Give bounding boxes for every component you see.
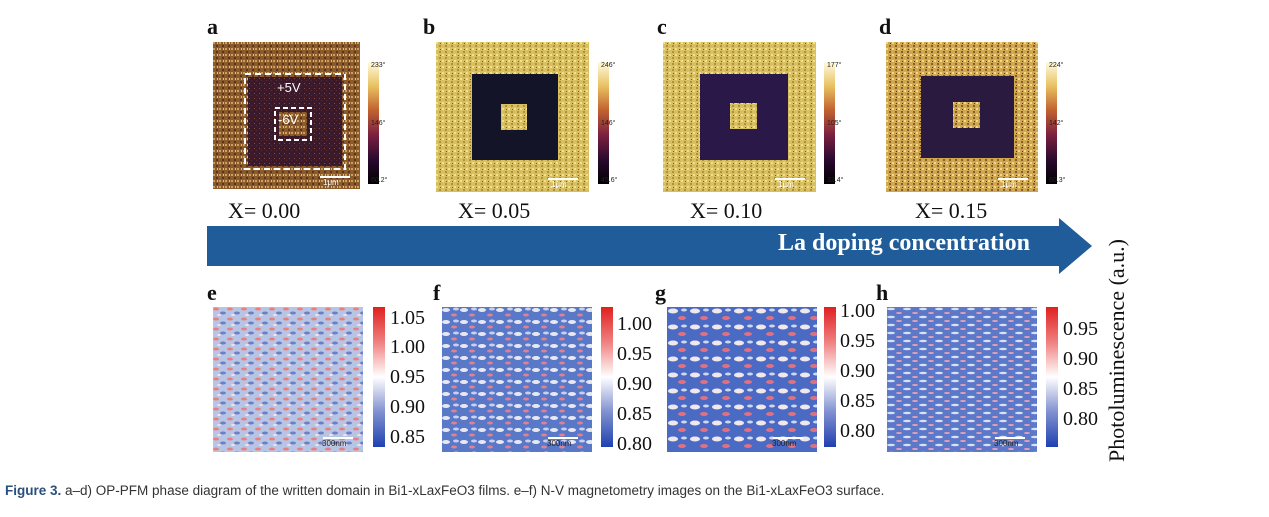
cbar-tick-d-bot: 60.3° [1049, 177, 1066, 184]
figure-caption: Figure 3. a–d) OP-PFM phase diagram of t… [5, 483, 884, 498]
nv-tick-f-4: 0.80 [617, 433, 652, 455]
cbar-tick-b-bot: 45.6° [601, 177, 618, 184]
nv-tick-g-4: 0.80 [840, 420, 875, 442]
nv-scale-bar-h [995, 437, 1025, 439]
colorbar-d [1046, 62, 1057, 184]
nv-tick-h-2: 0.85 [1063, 378, 1098, 400]
cbar-tick-a-bot: 60.2° [371, 177, 388, 184]
colorbar-b [598, 62, 609, 184]
nv-colorbar-h [1046, 307, 1058, 447]
arrow-label: La doping concentration [778, 230, 1031, 256]
panel-label-f: f [433, 280, 441, 305]
nv-tick-g-0: 1.00 [840, 300, 875, 322]
x-label-c: X= 0.10 [690, 198, 763, 223]
pfm-image-c [663, 42, 816, 192]
pfm-image-a-svg [213, 42, 360, 189]
nv-tick-f-0: 1.00 [617, 313, 652, 335]
colorbar-c [824, 62, 835, 184]
nv-scale-bar-g [773, 437, 803, 439]
panel-label-g: g [655, 280, 666, 305]
nv-scale-bar-e [323, 437, 353, 439]
write-label-minus: -6V [278, 112, 299, 127]
pfm-image-c-svg [663, 42, 816, 192]
cbar-tick-b-mid: 146° [601, 120, 616, 127]
scale-text-d: 1μm [1001, 180, 1017, 189]
pfm-image-d [886, 42, 1038, 192]
panel-label-e: e [207, 280, 217, 305]
panel-label-b: b [423, 14, 436, 39]
nv-scale-bar-f [548, 437, 578, 439]
scale-bar-c [775, 178, 805, 180]
nv-colorbar-e [373, 307, 385, 447]
pfm-image-d-svg [886, 42, 1038, 192]
cbar-tick-c-top: 177° [827, 62, 842, 69]
nv-tick-e-0: 1.05 [390, 307, 425, 329]
nv-scale-text-h: 300nm [994, 439, 1019, 448]
nv-scale-text-g: 300nm [772, 439, 797, 448]
nv-image-f [442, 307, 592, 452]
scale-bar-d [998, 178, 1028, 180]
nv-tick-f-2: 0.90 [617, 373, 652, 395]
cbar-tick-d-top: 224° [1049, 62, 1064, 69]
x-label-b: X= 0.05 [458, 198, 531, 223]
panel-label-h: h [876, 280, 889, 305]
panel-label-d: d [879, 14, 892, 39]
doping-arrow [207, 218, 1092, 274]
scale-bar-b [548, 178, 578, 180]
cbar-tick-c-mid: 105° [827, 120, 842, 127]
cbar-tick-b-top: 246° [601, 62, 616, 69]
caption-text: a–d) OP-PFM phase diagram of the written… [65, 483, 885, 498]
scale-bar-a [320, 176, 350, 178]
colorbar-a [368, 62, 379, 184]
scale-text-a: 1μm [323, 178, 339, 187]
nv-tick-g-1: 0.95 [840, 330, 875, 352]
nv-colorbar-g [824, 307, 836, 447]
nv-tick-g-2: 0.90 [840, 360, 875, 382]
nv-tick-e-4: 0.85 [390, 426, 425, 448]
nv-scale-text-e: 300nm [322, 439, 347, 448]
nv-tick-e-1: 1.00 [390, 336, 425, 358]
pfm-image-b-svg [436, 42, 589, 192]
scale-text-b: 1μm [551, 180, 567, 189]
panel-label-c: c [657, 14, 667, 39]
y-axis-label: Photoluminescence (a.u.) [1104, 239, 1129, 462]
caption-bold: Figure 3. [5, 483, 62, 498]
nv-tick-g-3: 0.85 [840, 390, 875, 412]
cbar-tick-d-mid: 142° [1049, 120, 1064, 127]
nv-tick-e-3: 0.90 [390, 396, 425, 418]
panel-label-a: a [207, 14, 218, 39]
scale-text-c: 1μm [778, 180, 794, 189]
pfm-image-a [213, 42, 360, 189]
nv-tick-h-0: 0.95 [1063, 318, 1098, 340]
nv-colorbar-f [601, 307, 613, 447]
x-label-d: X= 0.15 [915, 198, 988, 223]
nv-tick-e-2: 0.95 [390, 366, 425, 388]
nv-tick-f-3: 0.85 [617, 403, 652, 425]
nv-tick-h-3: 0.80 [1063, 408, 1098, 430]
nv-scale-text-f: 300nm [547, 439, 572, 448]
nv-tick-f-1: 0.95 [617, 343, 652, 365]
cbar-tick-a-top: 233° [371, 62, 386, 69]
cbar-tick-c-bot: 32.4° [827, 177, 844, 184]
nv-image-h [887, 307, 1037, 452]
nv-image-g [667, 307, 817, 452]
nv-image-e [213, 307, 363, 452]
nv-tick-h-1: 0.90 [1063, 348, 1098, 370]
pfm-image-b [436, 42, 589, 192]
x-label-a: X= 0.00 [228, 198, 301, 223]
write-label-plus: +5V [277, 80, 301, 95]
cbar-tick-a-mid: 146° [371, 120, 386, 127]
